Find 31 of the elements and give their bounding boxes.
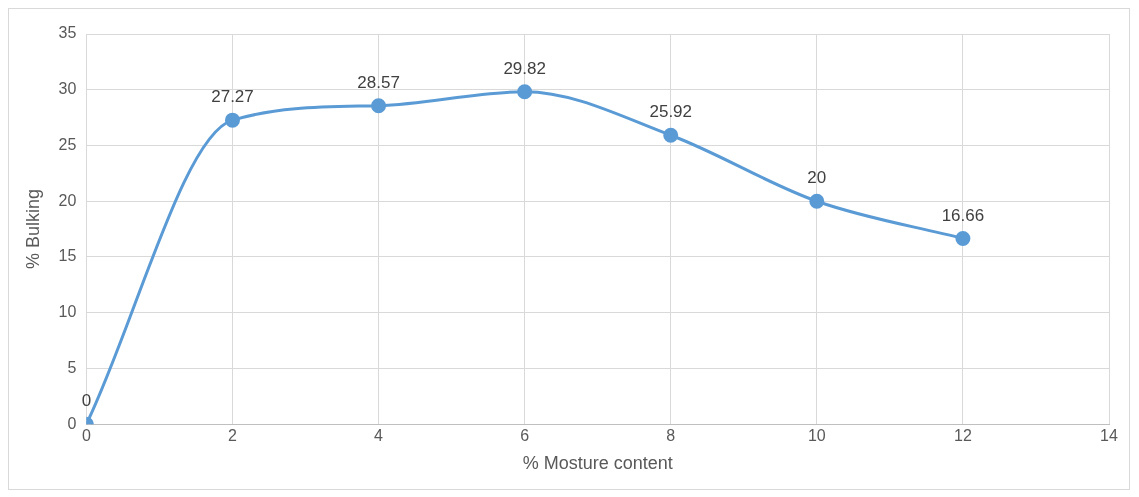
y-tick-label: 25 (58, 135, 77, 153)
y-axis-title: % Bulking (22, 189, 43, 270)
data-label: 16.66 (941, 205, 985, 225)
x-tick-label: 10 (807, 427, 826, 445)
y-tick-label: 15 (58, 247, 77, 265)
y-tick-label: 30 (58, 80, 77, 98)
data-label: 27.27 (211, 87, 254, 107)
data-label: 0 (81, 391, 92, 411)
data-label: 29.82 (503, 58, 546, 78)
x-axis-title: % Mosture content (522, 453, 673, 474)
data-label: 20 (807, 168, 827, 188)
x-tick-label: 14 (1100, 427, 1118, 445)
x-tick-label: 0 (81, 427, 91, 445)
point (371, 98, 387, 114)
point (809, 193, 825, 209)
y-tick-label: 20 (58, 191, 77, 209)
x-tick-label: 2 (228, 427, 238, 445)
x-tick-label: 8 (666, 427, 676, 445)
point (517, 84, 533, 100)
data-label: 28.57 (357, 72, 400, 92)
x-tick-label: 6 (520, 427, 530, 445)
y-tick-label: 5 (67, 358, 77, 376)
y-tick-label: 0 (67, 414, 77, 432)
x-tick-label: 12 (954, 427, 972, 445)
data-label: 25.92 (649, 102, 693, 122)
y-tick-label: 10 (58, 303, 77, 321)
point (663, 127, 679, 143)
x-tick-label: 4 (374, 427, 384, 445)
y-tick-label: 35 (58, 24, 77, 42)
point (955, 230, 971, 246)
point (224, 112, 240, 128)
